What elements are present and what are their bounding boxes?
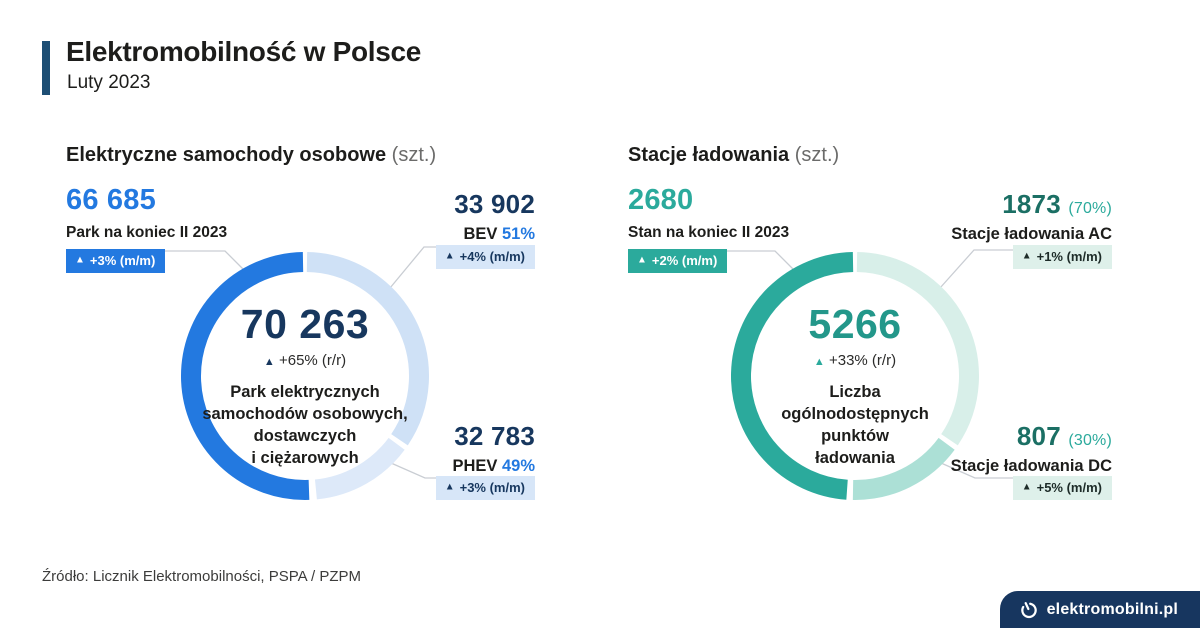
bev-label: BEV (463, 225, 498, 243)
stations-section-title: Stacje ładowania (szt.) (628, 144, 839, 167)
up-arrow-icon: ▲ (1021, 250, 1032, 261)
cars-park-label: Park na koniec II 2023 (66, 224, 228, 241)
ac-label: Stacje ładowania AC (951, 225, 1112, 243)
bev-stat: 33 902 BEV 51% (454, 189, 535, 244)
ac-value: 1873 (1002, 189, 1061, 219)
phev-share: 49% (501, 457, 535, 475)
bev-share: 51% (501, 225, 535, 243)
donut-segment (181, 252, 310, 500)
dc-stat: 807 (30%) Stacje ładowania DC (951, 421, 1112, 476)
bev-change-badge: ▲ +4% (m/m) (435, 245, 535, 269)
phev-stat: 32 783 PHEV 49% (452, 421, 535, 476)
donut-segment (306, 252, 429, 446)
stations-state-change-badge: ▲ +2% (m/m) (628, 249, 728, 273)
cars-section-title: Elektryczne samochody osobowe (szt.) (66, 144, 436, 167)
stations-yoy-change: +33% (r/r) (828, 352, 897, 369)
up-arrow-icon: ▲ (444, 481, 455, 492)
cars-park-value: 66 685 (66, 184, 156, 216)
stations-total-label: Liczba ogólnodostępnych punktów ładowani… (781, 383, 929, 467)
donut-segment (856, 252, 979, 446)
source-note: Źródło: Licznik Elektromobilności, PSPA … (42, 568, 361, 585)
dc-value-row: 807 (30%) (951, 421, 1112, 452)
up-arrow-icon: ▲ (1021, 481, 1032, 492)
donut-segment (731, 252, 854, 500)
ac-value-row: 1873 (70%) (951, 189, 1112, 220)
up-arrow-icon: ▲ (75, 254, 85, 265)
phev-change-badge: ▲ +3% (m/m) (435, 476, 535, 500)
ac-change: +1% (m/m) (1036, 249, 1102, 264)
ac-stat: 1873 (70%) Stacje ładowania AC (951, 189, 1112, 244)
cars-yoy-change-row: ▲ +65% (r/r) (189, 352, 421, 369)
page-title: Elektromobilność w Polsce (66, 36, 422, 67)
up-arrow-icon: ▲ (637, 254, 647, 265)
stations-donut-center: 5266 ▲ +33% (r/r) Liczba ogólnodostępnyc… (739, 301, 971, 470)
up-arrow-icon: ▲ (813, 356, 825, 368)
stations-total-value: 5266 (808, 301, 902, 347)
up-arrow-icon: ▲ (444, 250, 455, 261)
cars-total-value: 70 263 (240, 301, 370, 347)
brand-name: elektromobilni.pl (1046, 600, 1178, 618)
cars-park-change: +3% (m/m) (89, 253, 156, 268)
phev-label: PHEV (452, 457, 498, 475)
stations-yoy-change-row: ▲ +33% (r/r) (739, 352, 971, 369)
ac-change-badge: ▲ +1% (m/m) (1012, 245, 1112, 269)
dc-label: Stacje ładowania DC (950, 457, 1112, 475)
ac-share: (70%) (1068, 200, 1112, 217)
bev-name-row: BEV 51% (454, 225, 535, 244)
cars-yoy-change: +65% (r/r) (278, 352, 347, 369)
stations-units-label: (szt.) (794, 144, 840, 166)
cars-donut-chart (181, 252, 429, 500)
brand-badge[interactable]: elektromobilni.pl (999, 591, 1200, 628)
bev-change: +4% (m/m) (459, 249, 525, 264)
dc-change: +5% (m/m) (1036, 480, 1102, 495)
cars-units-label: (szt.) (391, 144, 437, 166)
stations-section-title-text: Stacje ładowania (628, 144, 790, 166)
up-arrow-icon: ▲ (263, 356, 275, 368)
bev-value: 33 902 (454, 189, 535, 219)
donut-segment (314, 437, 405, 500)
stations-state-label: Stan na koniec II 2023 (628, 224, 790, 241)
phev-change: +3% (m/m) (459, 480, 525, 495)
cars-park-change-badge: ▲ +3% (m/m) (66, 249, 166, 273)
dc-value: 807 (1016, 421, 1061, 451)
page-subtitle: Luty 2023 (67, 72, 151, 93)
donut-segment (852, 437, 955, 500)
stations-donut-chart (731, 252, 979, 500)
stations-state-value: 2680 (628, 184, 694, 216)
dc-change-badge: ▲ +5% (m/m) (1012, 476, 1112, 500)
phev-name-row: PHEV 49% (452, 457, 535, 476)
title-accent-bar (42, 41, 50, 95)
dc-share: (30%) (1068, 432, 1112, 449)
cars-total-label: Park elektrycznych samochodów osobowych,… (202, 383, 408, 467)
cars-donut-center: 70 263 ▲ +65% (r/r) Park elektrycznych s… (189, 301, 421, 470)
power-icon (1020, 601, 1037, 618)
phev-value: 32 783 (454, 421, 535, 451)
stations-state-change: +2% (m/m) (651, 253, 718, 268)
cars-section-title-text: Elektryczne samochody osobowe (66, 144, 387, 166)
